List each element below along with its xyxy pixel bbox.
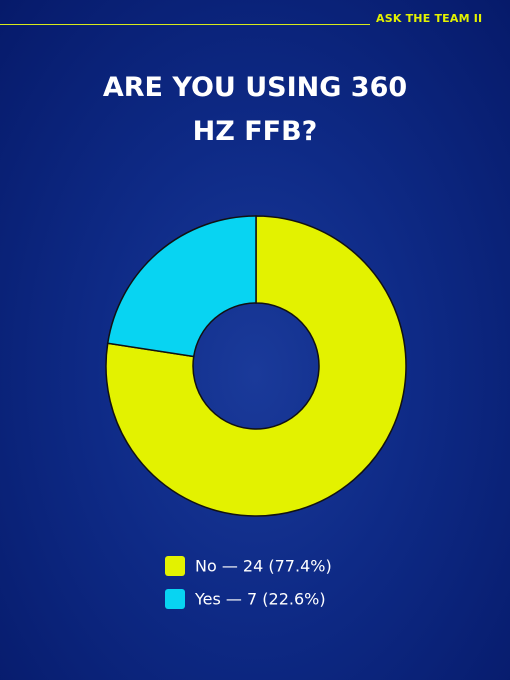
legend-swatch	[165, 556, 185, 576]
header: ASK THE TEAM II	[376, 12, 483, 25]
header-rule	[0, 24, 370, 25]
donut-slice	[106, 215, 257, 358]
donut-slice	[105, 215, 407, 517]
legend-label: Yes — 7 (22.6%)	[194, 590, 326, 609]
legend-swatch	[165, 589, 185, 609]
legend-label: No — 24 (77.4%)	[195, 557, 332, 576]
chart-title: ARE YOU USING 360 HZ FFB?	[102, 72, 408, 147]
